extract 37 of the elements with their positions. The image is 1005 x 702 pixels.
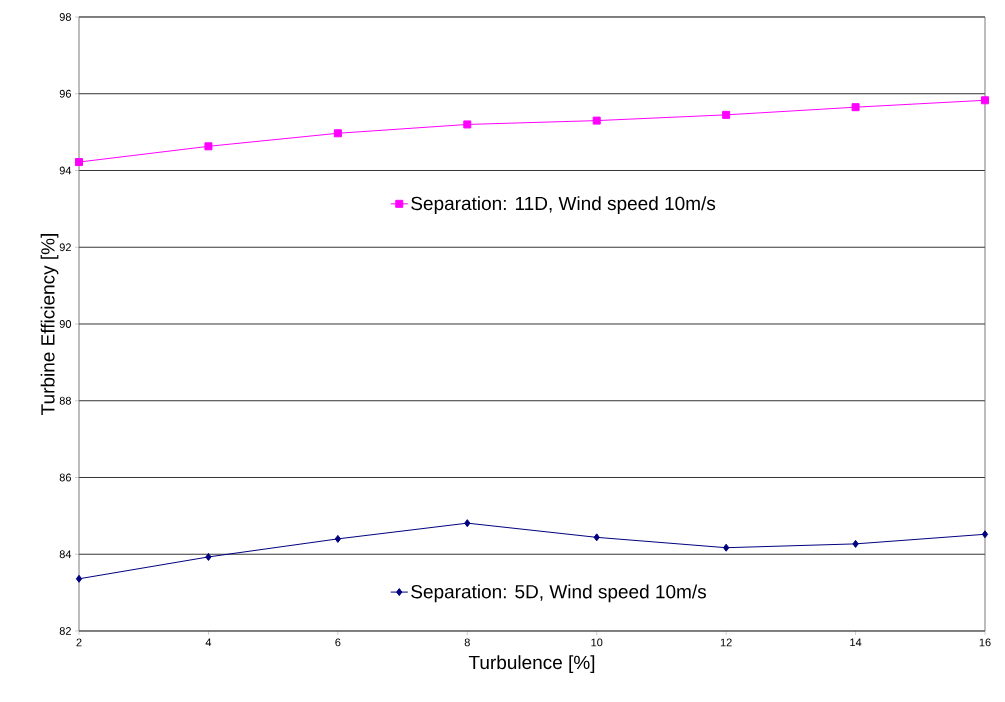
x-tick-label: 16 [979, 638, 991, 647]
x-axis-title: Turbulence [%] [468, 655, 595, 673]
y-tick-label: 88 [59, 396, 71, 405]
x-tick-label: 14 [850, 638, 862, 647]
y-tick-label: 92 [59, 243, 71, 252]
point [852, 539, 859, 548]
point [593, 533, 600, 542]
y-tick-label: 96 [59, 89, 71, 98]
x-tick-label: 12 [720, 638, 732, 647]
point [722, 110, 731, 119]
x-tick-label: 8 [464, 638, 470, 647]
point [75, 574, 83, 583]
y-tick-label: 94 [59, 166, 72, 175]
x-tick-label: 10 [591, 638, 603, 647]
point [333, 129, 342, 138]
point [592, 116, 601, 125]
point [204, 142, 213, 151]
legend-label: Separation: 11D, Wind speed 10m/s [411, 196, 716, 214]
x-tick-label: 2 [76, 638, 82, 647]
y-axis-title: Turbine Efficiency [%] [40, 234, 59, 415]
point [723, 543, 730, 552]
point [464, 519, 471, 528]
y-tick-label: 84 [59, 550, 72, 559]
y-tick-label: 98 [59, 13, 71, 21]
point [75, 158, 84, 167]
point [981, 530, 989, 539]
point [981, 96, 989, 105]
point [463, 120, 472, 129]
legend-label: Separation: 5D, Wind speed 10m/s [411, 584, 706, 603]
point [205, 552, 212, 561]
x-tick-label: 6 [335, 638, 341, 647]
point [334, 534, 341, 543]
point [851, 103, 860, 112]
y-tick-label: 82 [59, 627, 71, 635]
y-tick-label: 90 [59, 320, 72, 328]
x-tick-label: 4 [205, 638, 212, 647]
y-tick-label: 86 [59, 473, 71, 482]
